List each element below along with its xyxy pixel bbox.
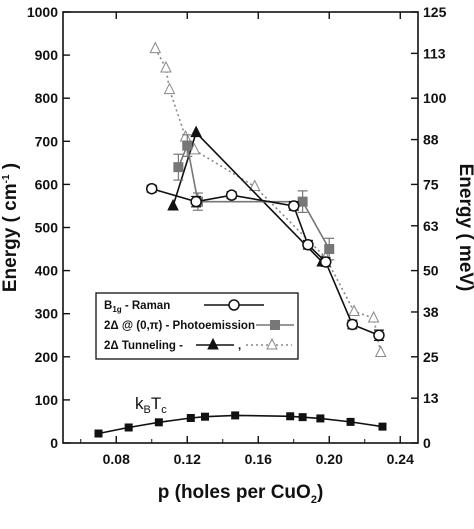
data-point — [201, 412, 209, 421]
kbtc-text2: T — [151, 394, 161, 413]
data-point — [302, 238, 314, 251]
data-point — [124, 423, 133, 432]
data-point — [286, 412, 295, 421]
y-left-tick-label: 200 — [35, 349, 59, 365]
legend-marker-tunnel-open — [266, 337, 278, 350]
legend-marker-tunnel-filled — [207, 337, 219, 350]
y-right-tick-label: 13 — [423, 390, 439, 406]
data-point — [324, 244, 335, 255]
y-right-tick-label: 50 — [423, 263, 439, 279]
data-point — [231, 411, 240, 420]
data-point — [182, 140, 193, 151]
data-point — [248, 179, 261, 192]
y-right-tick-label: 0 — [423, 435, 431, 451]
x-tick-label: 0.20 — [316, 451, 343, 467]
data-point — [348, 304, 360, 317]
plot-frame — [62, 11, 419, 444]
data-point — [378, 422, 387, 431]
x-axis-title-sub: 2 — [311, 494, 317, 506]
data-point — [163, 82, 176, 95]
legend-rest: - Raman — [122, 300, 171, 312]
data-point — [225, 189, 238, 201]
y-left-axis-title-end: ) — [0, 163, 21, 175]
legend-label-tunneling: 2Δ Tunneling - — [104, 340, 183, 352]
data-point — [319, 256, 332, 268]
legend-sub: 1g — [112, 305, 121, 314]
series-line — [154, 48, 382, 353]
y-left-tick-label: 100 — [35, 392, 59, 408]
x-axis-title: p (holes per CuO2) — [158, 482, 324, 506]
y-left-tick-label: 700 — [35, 133, 59, 149]
x-axis-title-end: ) — [317, 482, 323, 503]
legend-separator: , — [238, 340, 241, 352]
series-4 — [94, 411, 387, 438]
data-point — [149, 41, 162, 54]
data-point — [346, 318, 359, 331]
data-point — [160, 60, 172, 73]
y-left-tick-label: 400 — [35, 263, 59, 279]
data-point — [190, 125, 202, 138]
y-right-tick-label: 113 — [423, 45, 446, 61]
series-line — [98, 414, 383, 435]
data-point — [94, 429, 103, 438]
y-left-axis-title: Energy ( cm-1 ) — [0, 163, 21, 292]
x-tick-label: 0.08 — [103, 451, 130, 467]
data-point — [146, 182, 158, 195]
y-right-tick-label: 125 — [423, 4, 447, 20]
legend-label-photoemission: 2Δ @ (0,π) - Photoemission — [104, 320, 255, 332]
y-right-tick-label: 75 — [423, 176, 439, 192]
y-right-tick-label: 38 — [423, 304, 439, 320]
x-tick-label: 0.24 — [387, 451, 414, 467]
y-right-tick-label: 25 — [423, 349, 439, 365]
annotations: kBTc — [135, 394, 167, 416]
series-1 — [173, 134, 335, 261]
series-line — [151, 187, 380, 336]
y-left-tick-label: 800 — [35, 90, 59, 106]
y-left-tick-label: 900 — [35, 47, 59, 63]
y-left-tick-label: 600 — [35, 176, 59, 192]
data-series — [94, 41, 387, 438]
y-right-tick-label: 63 — [423, 218, 439, 234]
data-point — [154, 418, 163, 427]
x-tick-label: 0.12 — [174, 451, 201, 467]
y-left-tick-label: 0 — [50, 435, 58, 451]
y-right-axis-title: Energy ( meV) — [455, 164, 474, 292]
data-point — [316, 414, 325, 423]
data-point — [167, 198, 179, 211]
legend-marker-photo — [270, 320, 280, 330]
data-point — [179, 129, 192, 142]
data-point — [186, 414, 195, 423]
data-point — [374, 345, 387, 357]
tick-labels: 0.08 0.12 0.16 0.20 0.2401002003004005006007… — [0, 4, 474, 506]
y-left-axis-title-sup: -1 — [1, 174, 12, 183]
data-point — [190, 195, 202, 208]
series-0 — [146, 182, 385, 342]
data-point — [297, 196, 308, 207]
y-right-tick-label: 100 — [423, 90, 447, 106]
kbtc-sub1: B — [144, 404, 151, 416]
data-point — [298, 413, 307, 422]
y-left-tick-label: 500 — [35, 220, 59, 236]
y-left-tick-label: 1000 — [27, 4, 58, 20]
legend-box — [95, 292, 299, 360]
x-tick-label: 0.16 — [245, 451, 272, 467]
axes — [62, 11, 419, 444]
legend-marker-raman — [228, 299, 240, 311]
data-point — [288, 200, 300, 212]
data-point — [346, 417, 355, 426]
kbtc-sub2: c — [161, 404, 167, 416]
y-right-tick-label: 88 — [423, 132, 439, 148]
data-point — [373, 329, 385, 341]
kbtc-label: kBTc — [135, 394, 167, 416]
data-point — [173, 162, 184, 173]
y-left-tick-label: 300 — [35, 306, 59, 322]
data-point — [367, 310, 380, 323]
